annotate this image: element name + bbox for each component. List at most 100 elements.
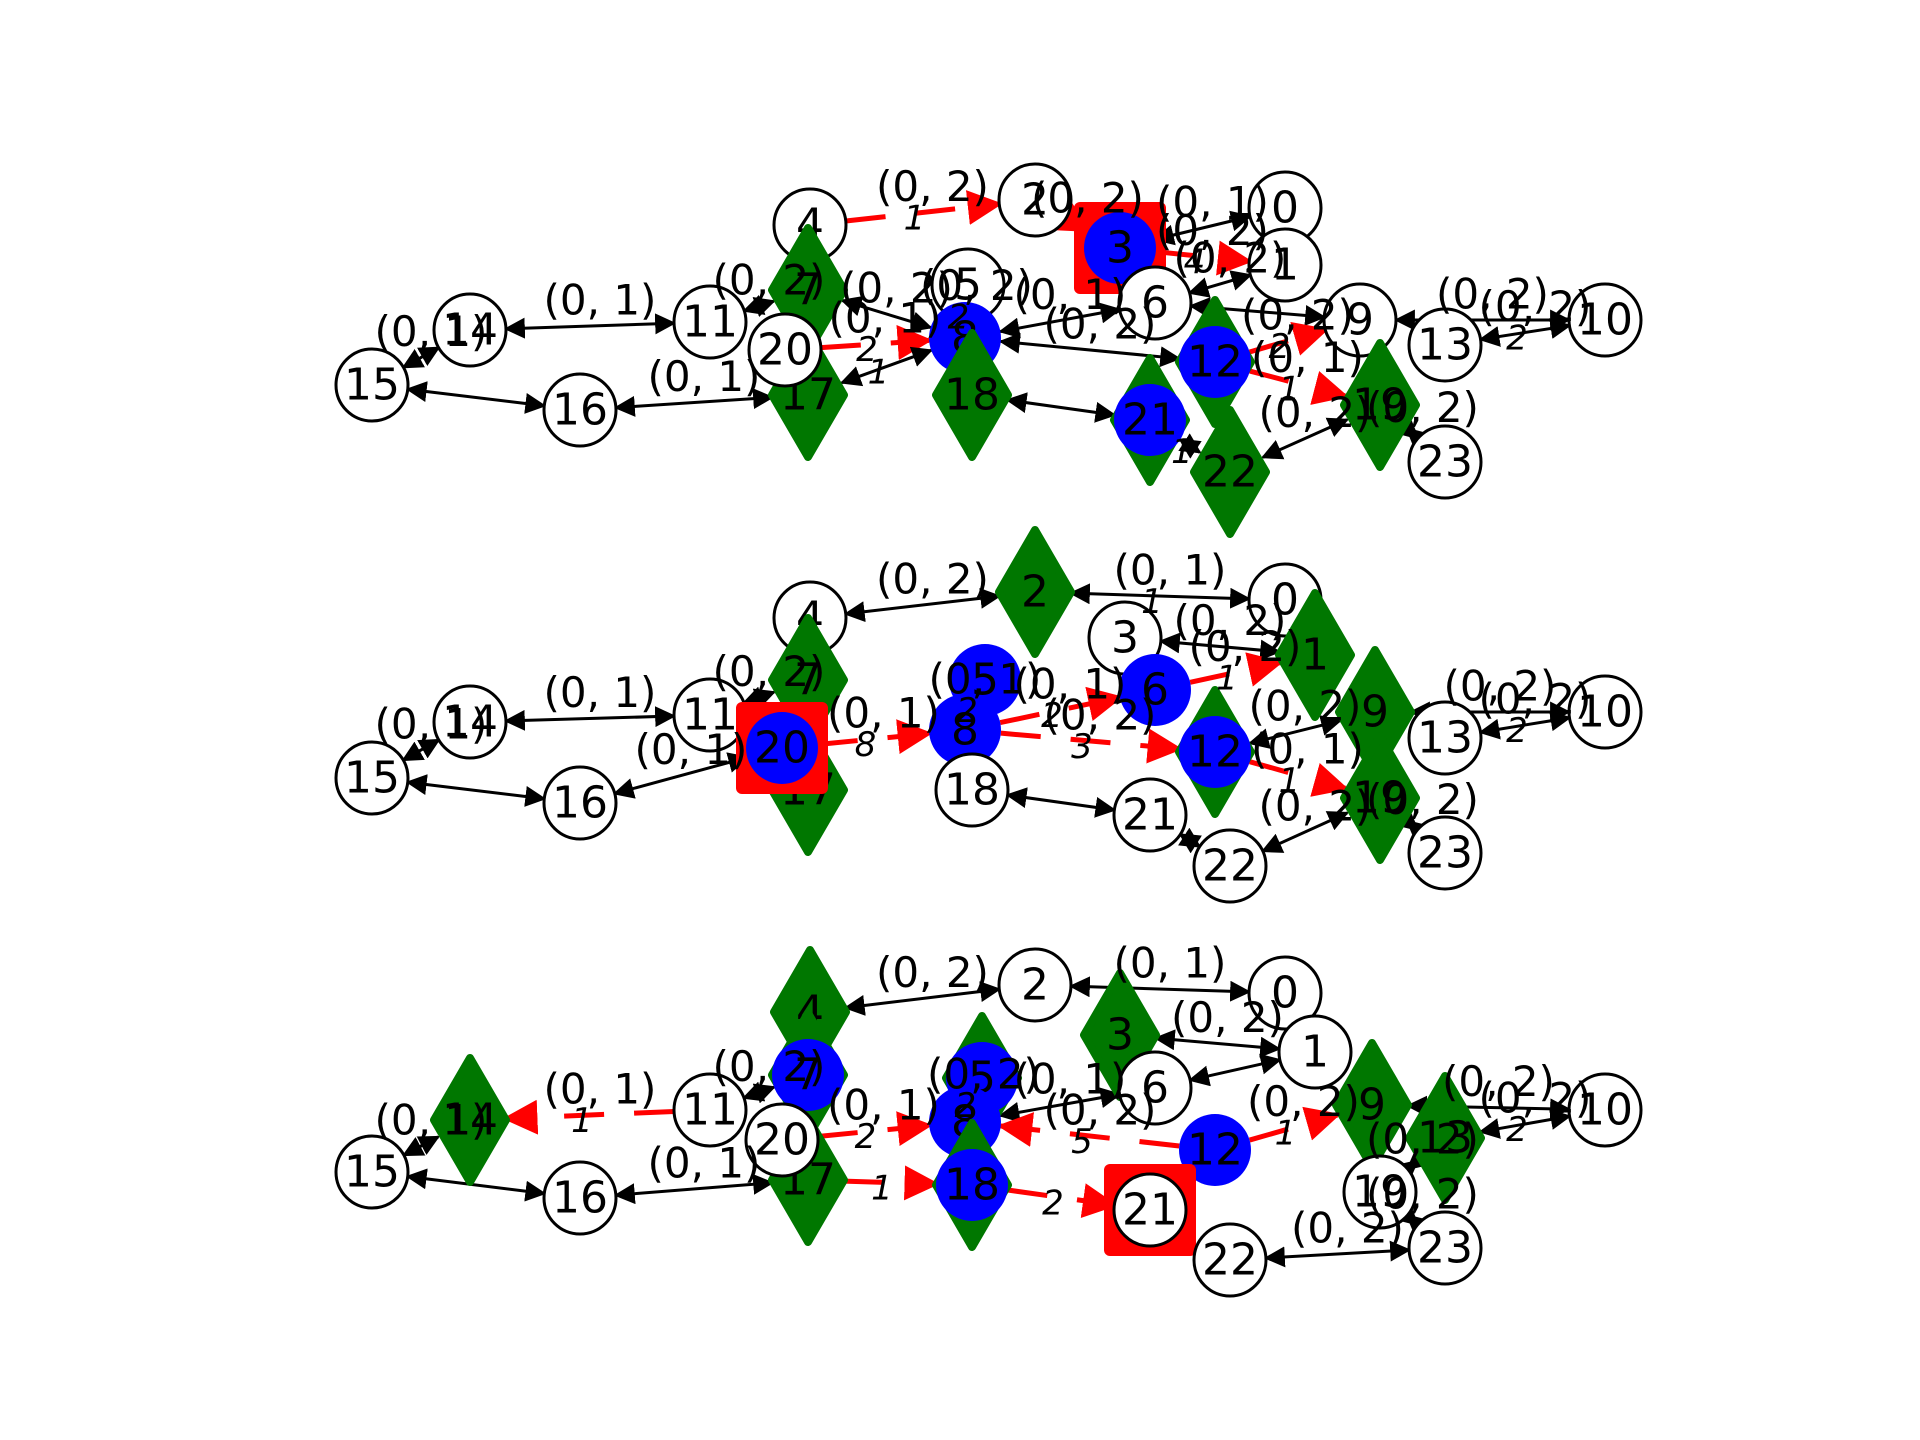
edge-weight-20-8: 2 — [856, 330, 878, 370]
node-15-circle — [334, 1134, 410, 1210]
edge-label-11-14: (0, 1) — [544, 668, 657, 717]
edge-label-19-23: (0, 2) — [1366, 775, 1479, 824]
edge-label-19-23: (0, 2) — [1366, 1170, 1479, 1219]
node-6-circle — [1117, 1050, 1193, 1126]
edge-label-11-14: (0, 1) — [544, 276, 657, 325]
edge-weight-2-0: 1 — [1141, 582, 1163, 622]
node-12-circle — [1179, 716, 1251, 788]
node-19: 19 — [1340, 339, 1420, 471]
edge-3-1 — [1155, 240, 1253, 276]
edge-3-1 — [1158, 632, 1282, 661]
node-label-3: 3 — [1111, 613, 1139, 664]
edge-label-22-23: (0, 2) — [1291, 1204, 1404, 1253]
edge-6-1 — [1189, 652, 1284, 687]
node-16: 16 — [542, 765, 618, 841]
node-label-15: 15 — [344, 753, 400, 804]
node-12: 12 — [1175, 296, 1255, 428]
node-label-16: 16 — [552, 1173, 608, 1224]
node-2: 2 — [995, 526, 1075, 658]
node-8: 8 — [929, 694, 1001, 766]
edge-weight-8-12: 3 — [1071, 727, 1093, 767]
edge-4-2 — [843, 981, 1002, 1016]
node-12: 12 — [1179, 1114, 1251, 1186]
edge-4-2 — [843, 587, 1002, 623]
edge-12-8 — [997, 1112, 1180, 1149]
node-label-23: 23 — [1417, 437, 1473, 488]
node-label-14: 14 — [442, 697, 498, 748]
node-16-circle — [542, 372, 618, 448]
edge-weight-12-8: 5 — [1071, 1122, 1093, 1162]
edge-weight-8-6: 2 — [1041, 696, 1063, 736]
node-23-circle — [1407, 1210, 1483, 1286]
node-2-circle — [997, 947, 1073, 1023]
node-label-18: 18 — [944, 1160, 1000, 1211]
node-7-circle — [772, 1039, 844, 1111]
node-label-14: 14 — [442, 305, 498, 356]
node-20-circle — [744, 1102, 820, 1178]
node-21-circle — [1112, 777, 1188, 853]
node-9: 9 — [1332, 1039, 1412, 1171]
edge-19-22 — [1260, 811, 1350, 853]
node-14-circle — [432, 684, 508, 760]
edge-11-14 — [503, 313, 677, 339]
edge-weight-5-8: 2 — [955, 1086, 977, 1126]
node-14: 14 — [430, 1054, 510, 1186]
graph-panel-bottom: 01234567891011121314151617181920212223(0… — [334, 939, 1643, 1298]
node-12-circle — [1179, 1114, 1251, 1186]
edge-label-8-6: (0, 1) — [1014, 660, 1127, 709]
edge-weight-13-10: 2 — [1506, 319, 1528, 359]
edge-21-22 — [1178, 433, 1202, 459]
edge-20-8 — [820, 325, 933, 360]
node-label-12: 12 — [1187, 337, 1243, 388]
edge-label-13-10: (0, 2) — [1479, 1074, 1592, 1123]
node-8-circle — [929, 694, 1001, 766]
node-20: 20 — [736, 702, 828, 794]
node-label-0: 0 — [1271, 183, 1299, 234]
graph-panel-middle: 01234567891011121314151617181920212223(0… — [334, 526, 1643, 904]
edge-label-11-7: (0, 2) — [713, 256, 826, 305]
node-6: 6 — [1119, 654, 1191, 726]
node-0-circle — [1247, 955, 1323, 1031]
edge-16-17 — [613, 1173, 775, 1205]
edge-weight-13-10: 2 — [1506, 711, 1528, 751]
edge-label-16-17: (0, 1) — [648, 1139, 761, 1188]
node-15: 15 — [334, 347, 410, 423]
node-label-3: 3 — [1106, 223, 1134, 274]
node-label-13: 13 — [1417, 320, 1473, 371]
node-label-14: 14 — [442, 1095, 498, 1146]
edge-label-5-8: (0, 1) — [929, 655, 1042, 704]
node-10-circle — [1567, 282, 1643, 358]
edge-label-1-6: (0, 2) — [1174, 234, 1287, 283]
node-22-circle — [1192, 828, 1268, 904]
node-23-circle — [1407, 815, 1483, 891]
edge-8-6 — [998, 1087, 1122, 1123]
node-label-20: 20 — [757, 325, 813, 376]
node-20: 20 — [744, 1102, 820, 1178]
edge-label-12-9: (0, 2) — [1241, 291, 1354, 340]
edge-layer — [401, 583, 1572, 854]
edge-weight-20-8: 8 — [855, 725, 877, 765]
edge-2-0 — [1068, 583, 1252, 609]
edge-16-17 — [613, 388, 775, 417]
node-label-0: 0 — [1271, 968, 1299, 1019]
edge-19-23 — [1396, 417, 1429, 450]
node-15-circle — [334, 740, 410, 816]
edge-22-23 — [1263, 1240, 1412, 1268]
edge-label-15-14: (0, 1) — [375, 1096, 488, 1145]
node-layer: 01234567891011121314151617181920212223 — [334, 526, 1643, 904]
edge-label-layer: (0, 2)1 (0, 2) (0, 1)(0, 2)4(0, 2)(0, 2)(0… — [375, 162, 1592, 472]
edge-11-14 — [502, 1099, 675, 1135]
node-label-2: 2 — [1021, 960, 1049, 1011]
edge-label-8-6: (0, 1) — [1014, 1055, 1127, 1104]
node-15-circle — [334, 347, 410, 423]
edge-label-5-8: (0, 2) — [927, 1050, 1040, 1099]
node-label-22: 22 — [1202, 447, 1258, 498]
edge-label-12-19: (0, 1) — [1251, 333, 1364, 382]
edge-19-22 — [1260, 417, 1350, 460]
node-20: 20 — [747, 312, 823, 388]
node-22-diamond — [1190, 406, 1270, 538]
edge-label-8-12: (0, 2) — [1044, 300, 1157, 349]
edge-8-6 — [999, 686, 1124, 726]
edge-15-14 — [401, 738, 441, 762]
edge-label-15-14: (0, 1) — [375, 307, 488, 356]
